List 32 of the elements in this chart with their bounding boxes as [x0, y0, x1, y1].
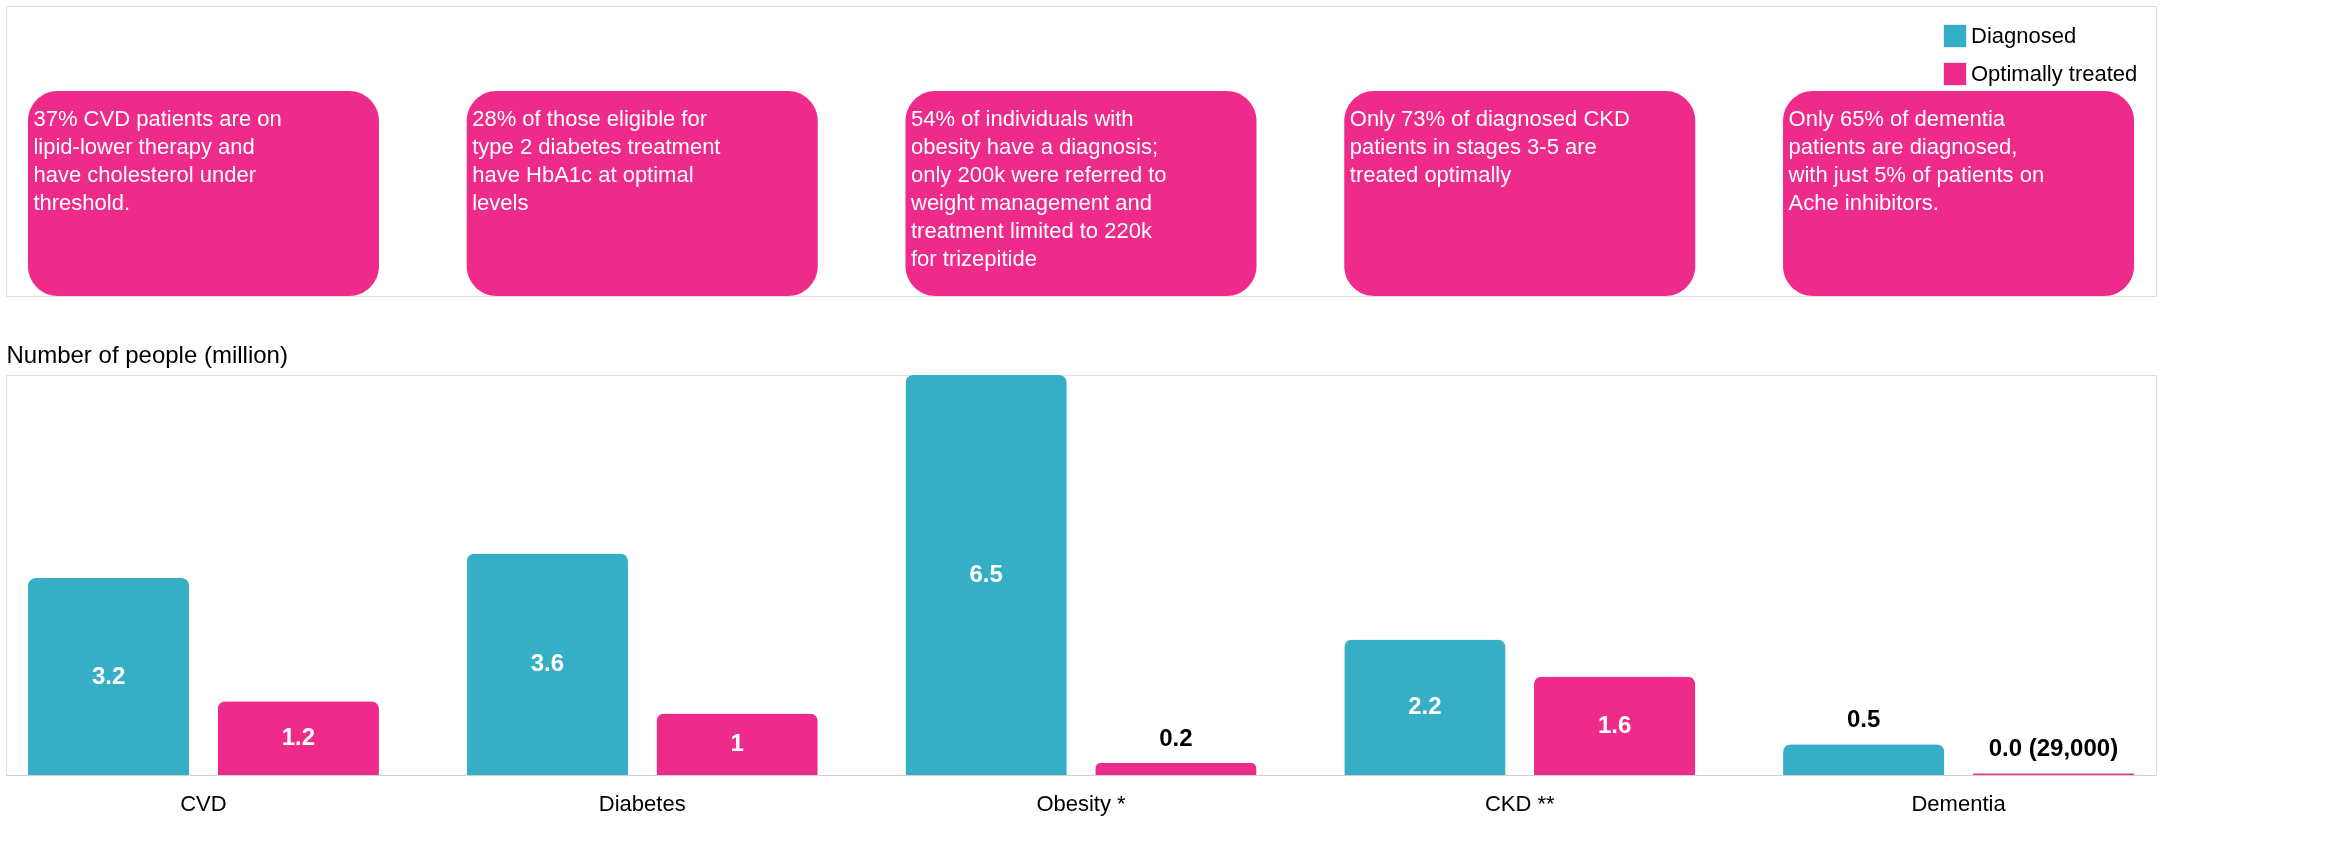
bar	[905, 375, 1067, 775]
data-label: 2.2	[1408, 692, 1442, 720]
data-label: 0.5	[1846, 705, 1881, 733]
bar	[1534, 676, 1696, 775]
data-label: 0.0 (29,000)	[1988, 734, 2119, 762]
data-label: 3.6	[530, 649, 565, 677]
x-tick-label: Diabetes	[598, 790, 686, 816]
data-label: 0.2	[1159, 723, 1193, 751]
x-tick-label: Obesity *	[1036, 790, 1127, 816]
bar	[1344, 639, 1506, 775]
bar	[1783, 744, 1945, 775]
x-tick-label: Dementia	[1911, 790, 2007, 816]
data-label: 3.2	[91, 661, 126, 689]
bar	[656, 713, 818, 775]
data-label: 1	[730, 729, 744, 757]
text: Only 65% of dementia patients are diagnosed, with just 5% of patients on Ache inhibitors.	[1787, 106, 2045, 215]
x-tick-label: CKD **	[1484, 790, 1556, 816]
bar	[466, 553, 628, 775]
text: Only 73% of diagnosed CKD patients in stages 3-5 are treated optimally	[1349, 106, 1630, 187]
data-label: 1.2	[281, 723, 316, 751]
y-axis-title: Number of people (million)	[6, 340, 288, 368]
legend-label: Diagnosed	[1971, 23, 2077, 48]
data-label: 6.5	[969, 560, 1003, 587]
text: 37% CVD patients are on lipid-lower therapy and have cholesterol under threshold.	[33, 106, 282, 215]
x-tick-label: CVD	[180, 790, 227, 816]
bar	[27, 578, 190, 775]
bar	[1095, 762, 1257, 775]
text: 28% of those eligible for type 2 diabetes treatment have HbA1c at optimal levels	[472, 106, 721, 215]
bar	[217, 701, 379, 775]
text: 54% of individuals with obesity have a diagnosis; only 200k were referred to weight management and treatment limited to 220k for trizepitide	[910, 106, 1167, 271]
legend-label: Optimally treated	[1971, 61, 2138, 86]
data-label: 1.6	[1597, 710, 1632, 738]
